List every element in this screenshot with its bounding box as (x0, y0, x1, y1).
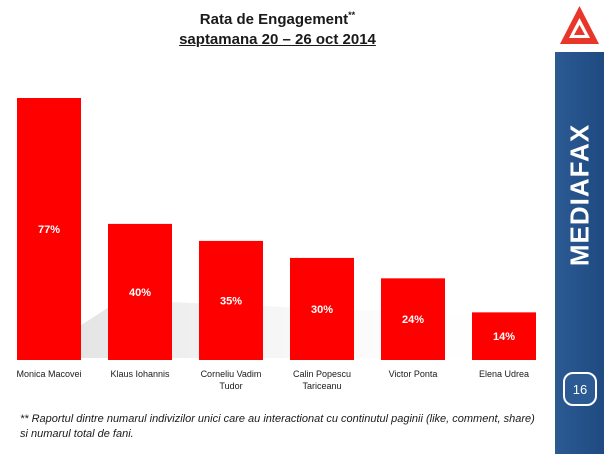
category-label: Calin Popescu (293, 369, 351, 379)
bar (17, 98, 81, 360)
category-label: Tudor (219, 381, 242, 391)
bar-value-label: 40% (129, 287, 151, 299)
mediafax-logo-icon (560, 6, 599, 44)
bar (472, 312, 536, 360)
category-labels-group: Monica Macovei Klaus Iohannis Corneliu Vad… (16, 369, 529, 391)
chart-title: Rata de Engagement** (0, 10, 555, 28)
bars-group (17, 98, 536, 360)
category-label: Corneliu Vadim (201, 369, 262, 379)
bar-chart: 77% 40% 35% 30% 24% 14% Monica Macovei Klaus I… (16, 98, 545, 391)
category-label: Victor Ponta (389, 369, 438, 379)
chart-floor-shadow (30, 300, 545, 358)
category-label: Tariceanu (302, 381, 341, 391)
logo-box (555, 0, 604, 52)
category-label: Klaus Iohannis (110, 369, 170, 379)
page-number-badge: 16 (563, 372, 597, 406)
chart-subtitle: saptamana 20 – 26 oct 2014 (179, 31, 376, 48)
bar (290, 257, 354, 360)
bar-value-label: 30% (311, 304, 333, 316)
chart-title-text: Rata de Engagement (199, 11, 349, 28)
footnote: ** Raportul dintre numarul indivizilor u… (20, 413, 535, 440)
brand-label: MEDIAFAX (555, 100, 604, 290)
value-labels-group: 77% 40% 35% 30% 24% 14% (38, 224, 515, 343)
bar-value-label: 77% (38, 224, 60, 236)
footnote-marker: ** (348, 10, 356, 20)
bar-value-label: 35% (220, 295, 242, 307)
category-label: Monica Macovei (16, 369, 81, 379)
brand-text: MEDIAFAX (564, 123, 594, 267)
category-label: Elena Udrea (479, 369, 529, 379)
bar-value-label: 14% (493, 331, 515, 343)
bar-value-label: 24% (402, 314, 424, 326)
bar (108, 223, 172, 360)
bar (199, 240, 263, 360)
bar (381, 278, 445, 360)
title-block: Rata de Engagement** saptamana 20 – 26 o… (0, 10, 555, 48)
